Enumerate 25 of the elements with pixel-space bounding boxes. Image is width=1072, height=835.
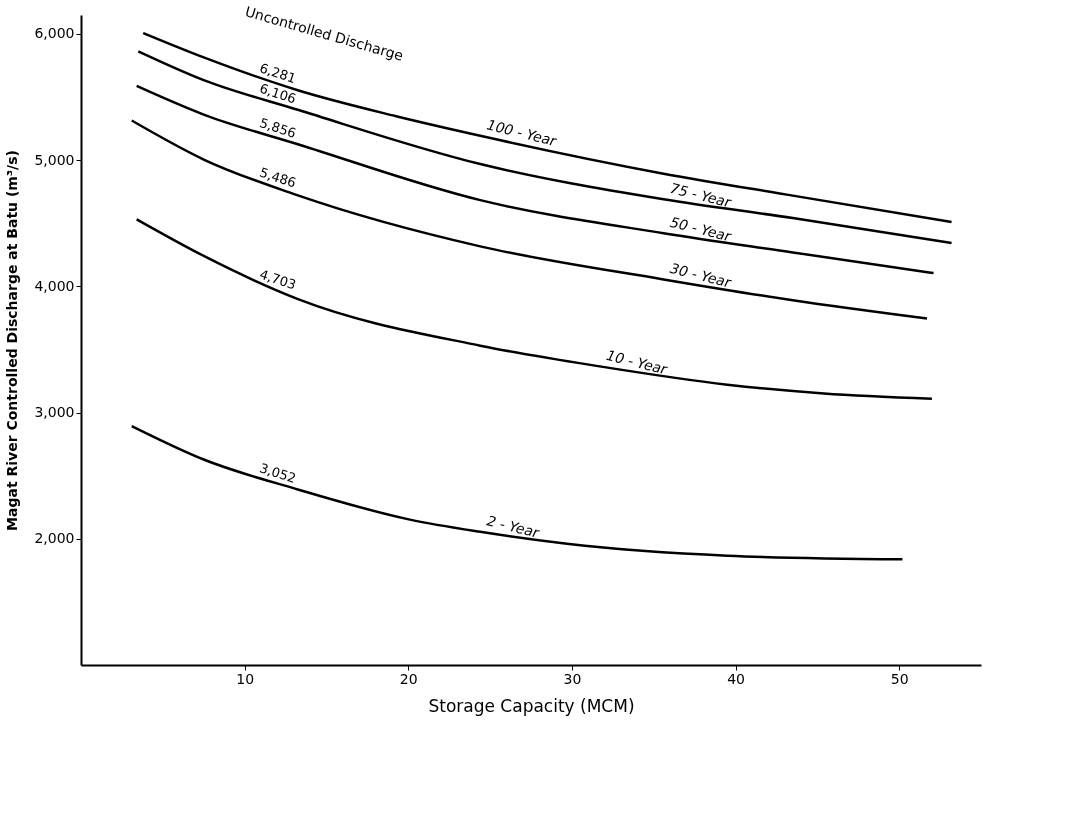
y-tick-label: 2,000 <box>34 530 75 547</box>
line-series <box>135 218 934 400</box>
line-series <box>130 119 929 320</box>
text: 75 - Year <box>668 179 734 211</box>
annotation: 4,703 <box>257 266 298 293</box>
x-tick-label: 40 <box>727 670 745 687</box>
text: 100 - Year <box>485 116 559 150</box>
y-axis-title: Magat River Controlled Discharge at Batu (m³/s) <box>4 150 21 531</box>
y-tick-label: 5,000 <box>34 151 75 168</box>
x-tick-label: 30 <box>563 670 582 687</box>
text: 2 - Year <box>485 512 542 542</box>
x-tick-label: 10 <box>236 670 255 687</box>
x-axis-title: Storage Capacity (MCM) <box>428 695 635 716</box>
text: 50 - Year <box>668 213 734 245</box>
annotation: 5,486 <box>257 164 298 191</box>
x-tick-label: 50 <box>890 670 909 687</box>
text: 30 - Year <box>668 260 734 291</box>
annotation: 5,856 <box>257 115 298 141</box>
y-tick-label: 3,000 <box>34 404 75 421</box>
annotation: 3,052 <box>257 460 298 486</box>
x-tick-label: 20 <box>399 670 418 687</box>
text: 10 - Year <box>604 346 670 378</box>
y-tick-label: 6,000 <box>34 25 75 42</box>
line-series <box>130 424 904 561</box>
y-tick-label: 4,000 <box>34 277 75 294</box>
